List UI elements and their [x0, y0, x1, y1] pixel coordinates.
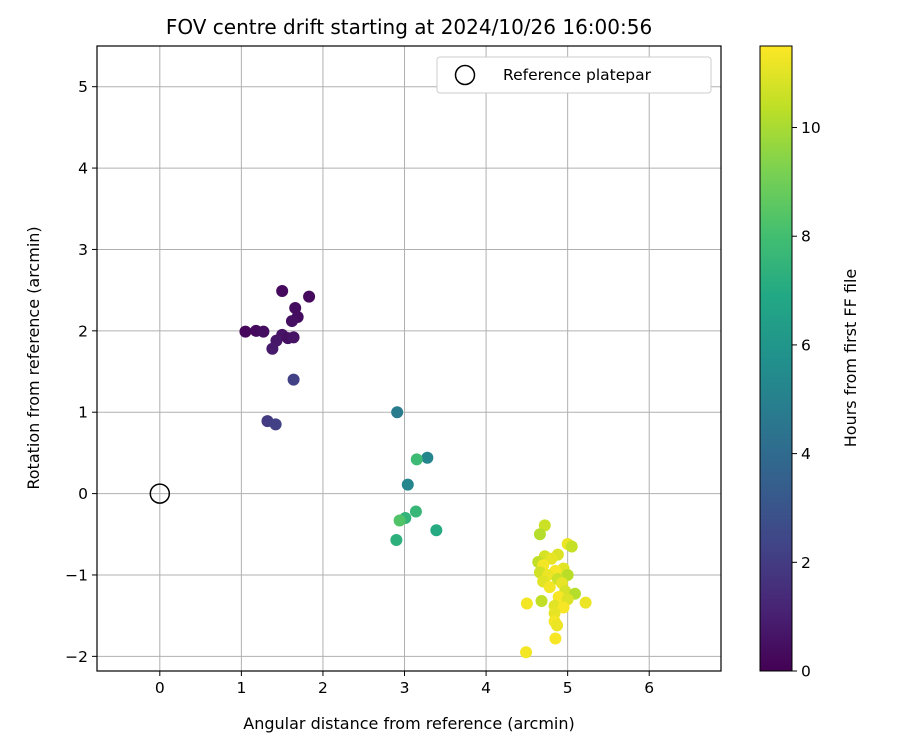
y-tick-label: 4	[78, 160, 88, 178]
colorbar-tick-label: 8	[801, 228, 811, 246]
data-point	[401, 478, 414, 491]
x-axis-label: Angular distance from reference (arcmin)	[243, 714, 574, 733]
colorbar-label: Hours from first FF file	[841, 269, 860, 448]
data-point	[393, 514, 406, 527]
data-point	[543, 581, 556, 594]
data-point	[391, 406, 404, 419]
data-point	[266, 342, 279, 355]
y-tick-label: −1	[65, 566, 88, 584]
data-point	[303, 290, 316, 303]
chart-title: FOV centre drift starting at 2024/10/26 …	[166, 15, 652, 39]
y-tick-label: 0	[78, 485, 88, 503]
colorbar-tick-label: 10	[801, 119, 821, 137]
data-point	[533, 528, 546, 541]
data-point	[287, 373, 300, 386]
colorbar-tick-label: 4	[801, 445, 811, 463]
colorbar-gradient	[759, 45, 793, 672]
legend-box	[436, 56, 712, 94]
colorbar-ticks: 0 2 4 6 8 10	[792, 119, 821, 681]
y-tick-label: 3	[78, 241, 88, 259]
reference-platepar-marker	[149, 483, 171, 504]
x-tick-label: 5	[563, 679, 573, 697]
data-point	[257, 325, 270, 338]
data-point	[239, 325, 252, 338]
legend: Reference platepar	[436, 56, 712, 94]
legend-entry-reference-platepar: Reference platepar	[503, 66, 652, 84]
y-axis-ticks: −2 −1 0 1 2 3 4 5	[65, 78, 97, 666]
plot-frame	[96, 45, 722, 672]
colorbar-tick-label: 6	[801, 336, 811, 354]
data-point	[269, 418, 282, 431]
data-point	[579, 596, 592, 609]
data-point	[276, 284, 289, 297]
y-tick-label: 2	[78, 322, 88, 340]
data-point	[538, 519, 551, 532]
colorbar-tick-label: 0	[801, 663, 811, 681]
data-point	[565, 540, 578, 553]
data-point	[409, 505, 422, 518]
data-points	[239, 284, 592, 659]
data-point	[421, 451, 434, 464]
y-tick-label: 5	[78, 78, 88, 96]
data-point	[430, 524, 443, 537]
data-point	[545, 552, 558, 565]
data-point	[287, 331, 300, 344]
y-axis-label: Rotation from reference (arcmin)	[24, 226, 43, 489]
x-tick-label: 3	[400, 679, 410, 697]
reference-marker-group	[149, 483, 171, 504]
data-point	[557, 601, 570, 614]
data-point	[549, 632, 562, 645]
data-point	[285, 315, 298, 328]
data-point	[410, 453, 423, 466]
x-tick-label: 1	[236, 679, 246, 697]
legend-reference-marker	[454, 64, 476, 86]
colorbar: 0 2 4 6 8 10 Hours from first FF file	[759, 45, 860, 681]
data-point	[535, 595, 548, 608]
data-point	[390, 533, 403, 546]
data-point	[551, 619, 564, 632]
x-tick-label: 4	[481, 679, 491, 697]
x-tick-label: 2	[318, 679, 328, 697]
x-tick-label: 6	[644, 679, 654, 697]
y-tick-label: 1	[78, 404, 88, 422]
y-tick-label: −2	[65, 648, 88, 666]
data-point	[520, 646, 533, 659]
grid-lines	[97, 46, 721, 671]
data-point	[520, 597, 533, 610]
x-tick-label: 0	[155, 679, 165, 697]
colorbar-tick-label: 2	[801, 554, 811, 572]
x-axis-ticks: 0 1 2 3 4 5 6	[155, 671, 654, 697]
